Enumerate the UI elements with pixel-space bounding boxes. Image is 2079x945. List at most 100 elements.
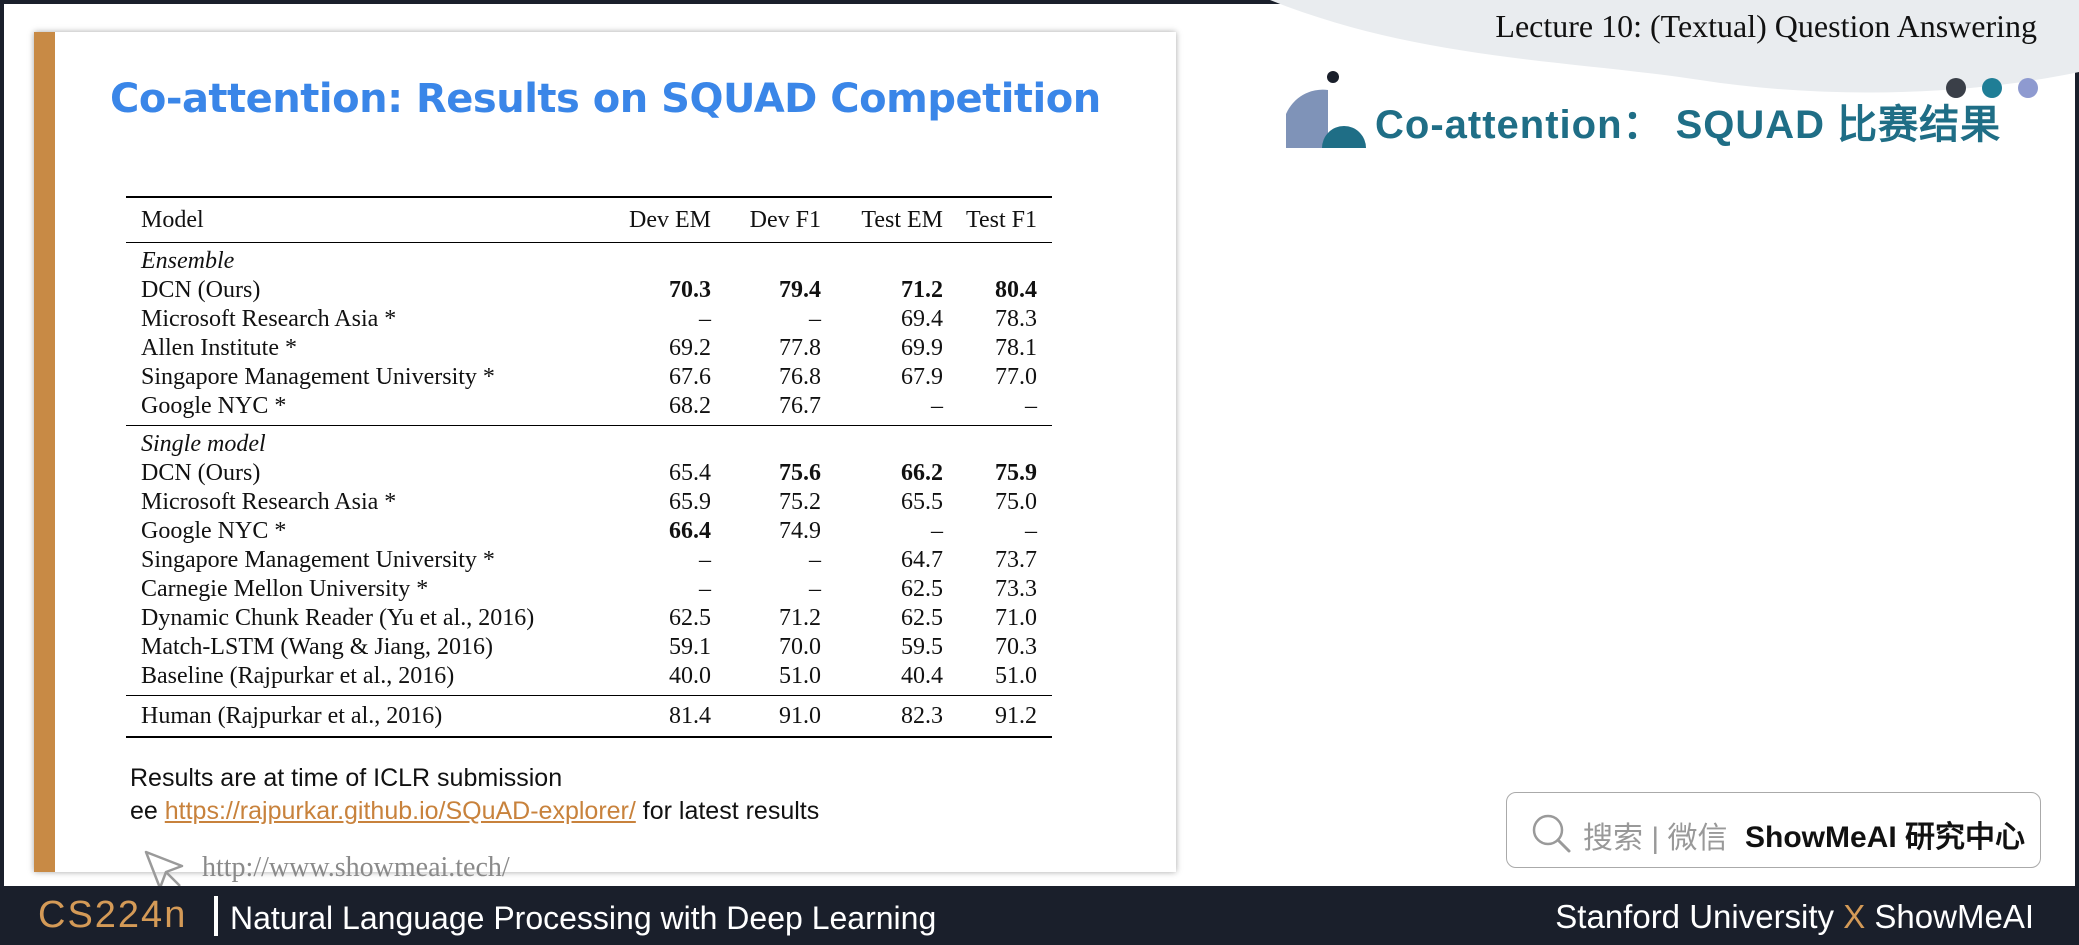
table-row-human: Human (Rajpurkar et al., 2016) 81.4 91.0… bbox=[126, 695, 1052, 738]
column-header-test-f1: Test F1 bbox=[943, 196, 1052, 243]
dev-f1-cell: 79.4 bbox=[779, 277, 821, 303]
table-row: Singapore Management University * – – 64… bbox=[126, 546, 1052, 575]
footer-credits: Stanford University X ShowMeAI bbox=[1555, 898, 2034, 936]
group-label-row: Ensemble bbox=[126, 243, 1052, 277]
model-cell: DCN (Ours) bbox=[141, 460, 261, 486]
column-header-model: Model bbox=[126, 196, 625, 243]
table-row: Google NYC * 66.4 74.9 – – bbox=[126, 517, 1052, 546]
model-cell: Google NYC * bbox=[126, 392, 625, 426]
dev-em-cell: – bbox=[699, 306, 711, 332]
footer-showmeai: ShowMeAI bbox=[1874, 898, 2034, 935]
dev-em-cell: 65.9 bbox=[669, 489, 711, 515]
dev-em-cell: 66.4 bbox=[669, 518, 711, 544]
dev-f1-cell: 91.0 bbox=[711, 695, 821, 738]
footer-bar: CS224n Natural Language Processing with … bbox=[0, 886, 2079, 945]
test-f1-cell: 71.0 bbox=[995, 605, 1037, 631]
dev-em-cell: – bbox=[699, 576, 711, 602]
test-em-cell: 65.5 bbox=[901, 489, 943, 515]
dev-f1-cell: – bbox=[809, 547, 821, 573]
squad-explorer-link[interactable]: https://rajpurkar.github.io/SQuAD-explor… bbox=[164, 797, 636, 825]
model-cell: Google NYC * bbox=[141, 518, 287, 544]
slide: Co-attention: Results on SQUAD Competiti… bbox=[34, 32, 1176, 890]
test-em-cell: 82.3 bbox=[821, 695, 943, 738]
cursor-icon bbox=[144, 850, 184, 890]
table-row: Baseline (Rajpurkar et al., 2016) 40.0 5… bbox=[126, 662, 1052, 696]
test-f1-cell: 51.0 bbox=[995, 663, 1037, 689]
dev-em-cell: 40.0 bbox=[669, 663, 711, 689]
test-em-cell: 62.5 bbox=[901, 605, 943, 631]
test-f1-cell: 77.0 bbox=[995, 364, 1037, 390]
lecture-title: Lecture 10: (Textual) Question Answering bbox=[1495, 8, 2037, 44]
model-cell: Allen Institute * bbox=[141, 335, 297, 361]
test-em-cell: 69.9 bbox=[901, 335, 943, 361]
model-cell: Match-LSTM (Wang & Jiang, 2016) bbox=[141, 634, 494, 660]
dev-f1-cell: 75.6 bbox=[779, 460, 821, 486]
dev-em-cell: 62.5 bbox=[669, 605, 711, 631]
dev-em-cell: 70.3 bbox=[669, 277, 711, 303]
test-em-cell: 66.2 bbox=[901, 460, 943, 486]
table-row: DCN (Ours) 65.4 75.6 66.2 75.9 bbox=[126, 459, 1052, 488]
note-suffix: for latest results bbox=[635, 797, 820, 825]
model-cell: Microsoft Research Asia * bbox=[141, 306, 397, 332]
group-label-row: Single model bbox=[126, 426, 1052, 460]
test-f1-cell: – bbox=[1025, 518, 1037, 544]
search-brand: ShowMeAI 研究中心 bbox=[1745, 821, 2026, 854]
model-cell: Dynamic Chunk Reader (Yu et al., 2016) bbox=[141, 605, 535, 631]
table-row: Microsoft Research Asia * 65.9 75.2 65.5… bbox=[126, 488, 1052, 517]
table-row: Carnegie Mellon University * – – 62.5 73… bbox=[126, 575, 1052, 604]
column-header-test-em: Test EM bbox=[821, 196, 943, 243]
group-label-single-model: Single model bbox=[141, 431, 266, 457]
test-f1-cell: 78.1 bbox=[995, 335, 1037, 361]
column-header-dev-f1: Dev F1 bbox=[711, 196, 821, 243]
slide-title: Co-attention: Results on SQUAD Competiti… bbox=[110, 76, 1101, 122]
dev-f1-cell: 76.7 bbox=[711, 392, 821, 426]
group-label-ensemble: Ensemble bbox=[141, 248, 235, 274]
test-em-cell: 40.4 bbox=[901, 663, 943, 689]
test-f1-cell: 75.9 bbox=[995, 460, 1037, 486]
footer-divider bbox=[214, 896, 218, 936]
submission-note: Results are at time of ICLR submission bbox=[130, 764, 563, 792]
dev-f1-cell: 70.0 bbox=[779, 634, 821, 660]
watermark-url: http://www.showmeai.tech/ bbox=[202, 852, 510, 883]
dev-f1-cell: – bbox=[809, 306, 821, 332]
dev-f1-cell: 76.8 bbox=[779, 364, 821, 390]
model-cell: Carnegie Mellon University * bbox=[141, 576, 429, 602]
test-em-cell: 62.5 bbox=[901, 576, 943, 602]
test-em-cell: – bbox=[931, 518, 943, 544]
table-header-row: Model Dev EM Dev F1 Test EM Test F1 bbox=[126, 196, 1052, 243]
dev-em-cell: 65.4 bbox=[669, 460, 711, 486]
table-row: Match-LSTM (Wang & Jiang, 2016) 59.1 70.… bbox=[126, 633, 1052, 662]
dev-em-cell: 68.2 bbox=[625, 392, 711, 426]
slide-accent-bar bbox=[34, 32, 55, 872]
model-cell: Human (Rajpurkar et al., 2016) bbox=[126, 695, 625, 738]
test-f1-cell: 78.3 bbox=[995, 306, 1037, 332]
dev-f1-cell: 75.2 bbox=[779, 489, 821, 515]
footer-x: X bbox=[1843, 898, 1866, 935]
table-row: DCN (Ours) 70.3 79.4 71.2 80.4 bbox=[126, 276, 1052, 305]
search-icon bbox=[1532, 814, 1571, 853]
table-row: Microsoft Research Asia * – – 69.4 78.3 bbox=[126, 305, 1052, 334]
test-em-cell: 59.5 bbox=[901, 634, 943, 660]
table-row: Allen Institute * 69.2 77.8 69.9 78.1 bbox=[126, 334, 1052, 363]
model-cell: DCN (Ours) bbox=[141, 277, 261, 303]
test-em-cell: 69.4 bbox=[901, 306, 943, 332]
table-row: Singapore Management University * 67.6 7… bbox=[126, 363, 1052, 392]
model-cell: Singapore Management University * bbox=[141, 364, 495, 390]
model-cell: Singapore Management University * bbox=[141, 547, 495, 573]
footer-stanford: Stanford University bbox=[1555, 898, 1835, 935]
note-prefix: ee bbox=[130, 797, 165, 825]
test-f1-cell: 70.3 bbox=[995, 634, 1037, 660]
column-header-dev-em: Dev EM bbox=[625, 196, 711, 243]
section-shapes-icon bbox=[1286, 89, 1366, 148]
search-box[interactable]: 搜索 | 微信 ShowMeAI 研究中心 bbox=[1506, 792, 2041, 868]
results-table: Model Dev EM Dev F1 Test EM Test F1 Ense… bbox=[126, 196, 1052, 738]
header-wave-decoration bbox=[1270, 0, 2079, 93]
dev-em-cell: 69.2 bbox=[669, 335, 711, 361]
test-f1-cell: 80.4 bbox=[995, 277, 1037, 303]
test-em-cell: 71.2 bbox=[901, 277, 943, 303]
dev-f1-cell: 77.8 bbox=[779, 335, 821, 361]
table-row: Google NYC * 68.2 76.7 – – bbox=[126, 392, 1052, 426]
dev-em-cell: 81.4 bbox=[625, 695, 711, 738]
dev-f1-cell: 51.0 bbox=[779, 663, 821, 689]
search-label: 搜索 | 微信 bbox=[1583, 822, 1728, 855]
